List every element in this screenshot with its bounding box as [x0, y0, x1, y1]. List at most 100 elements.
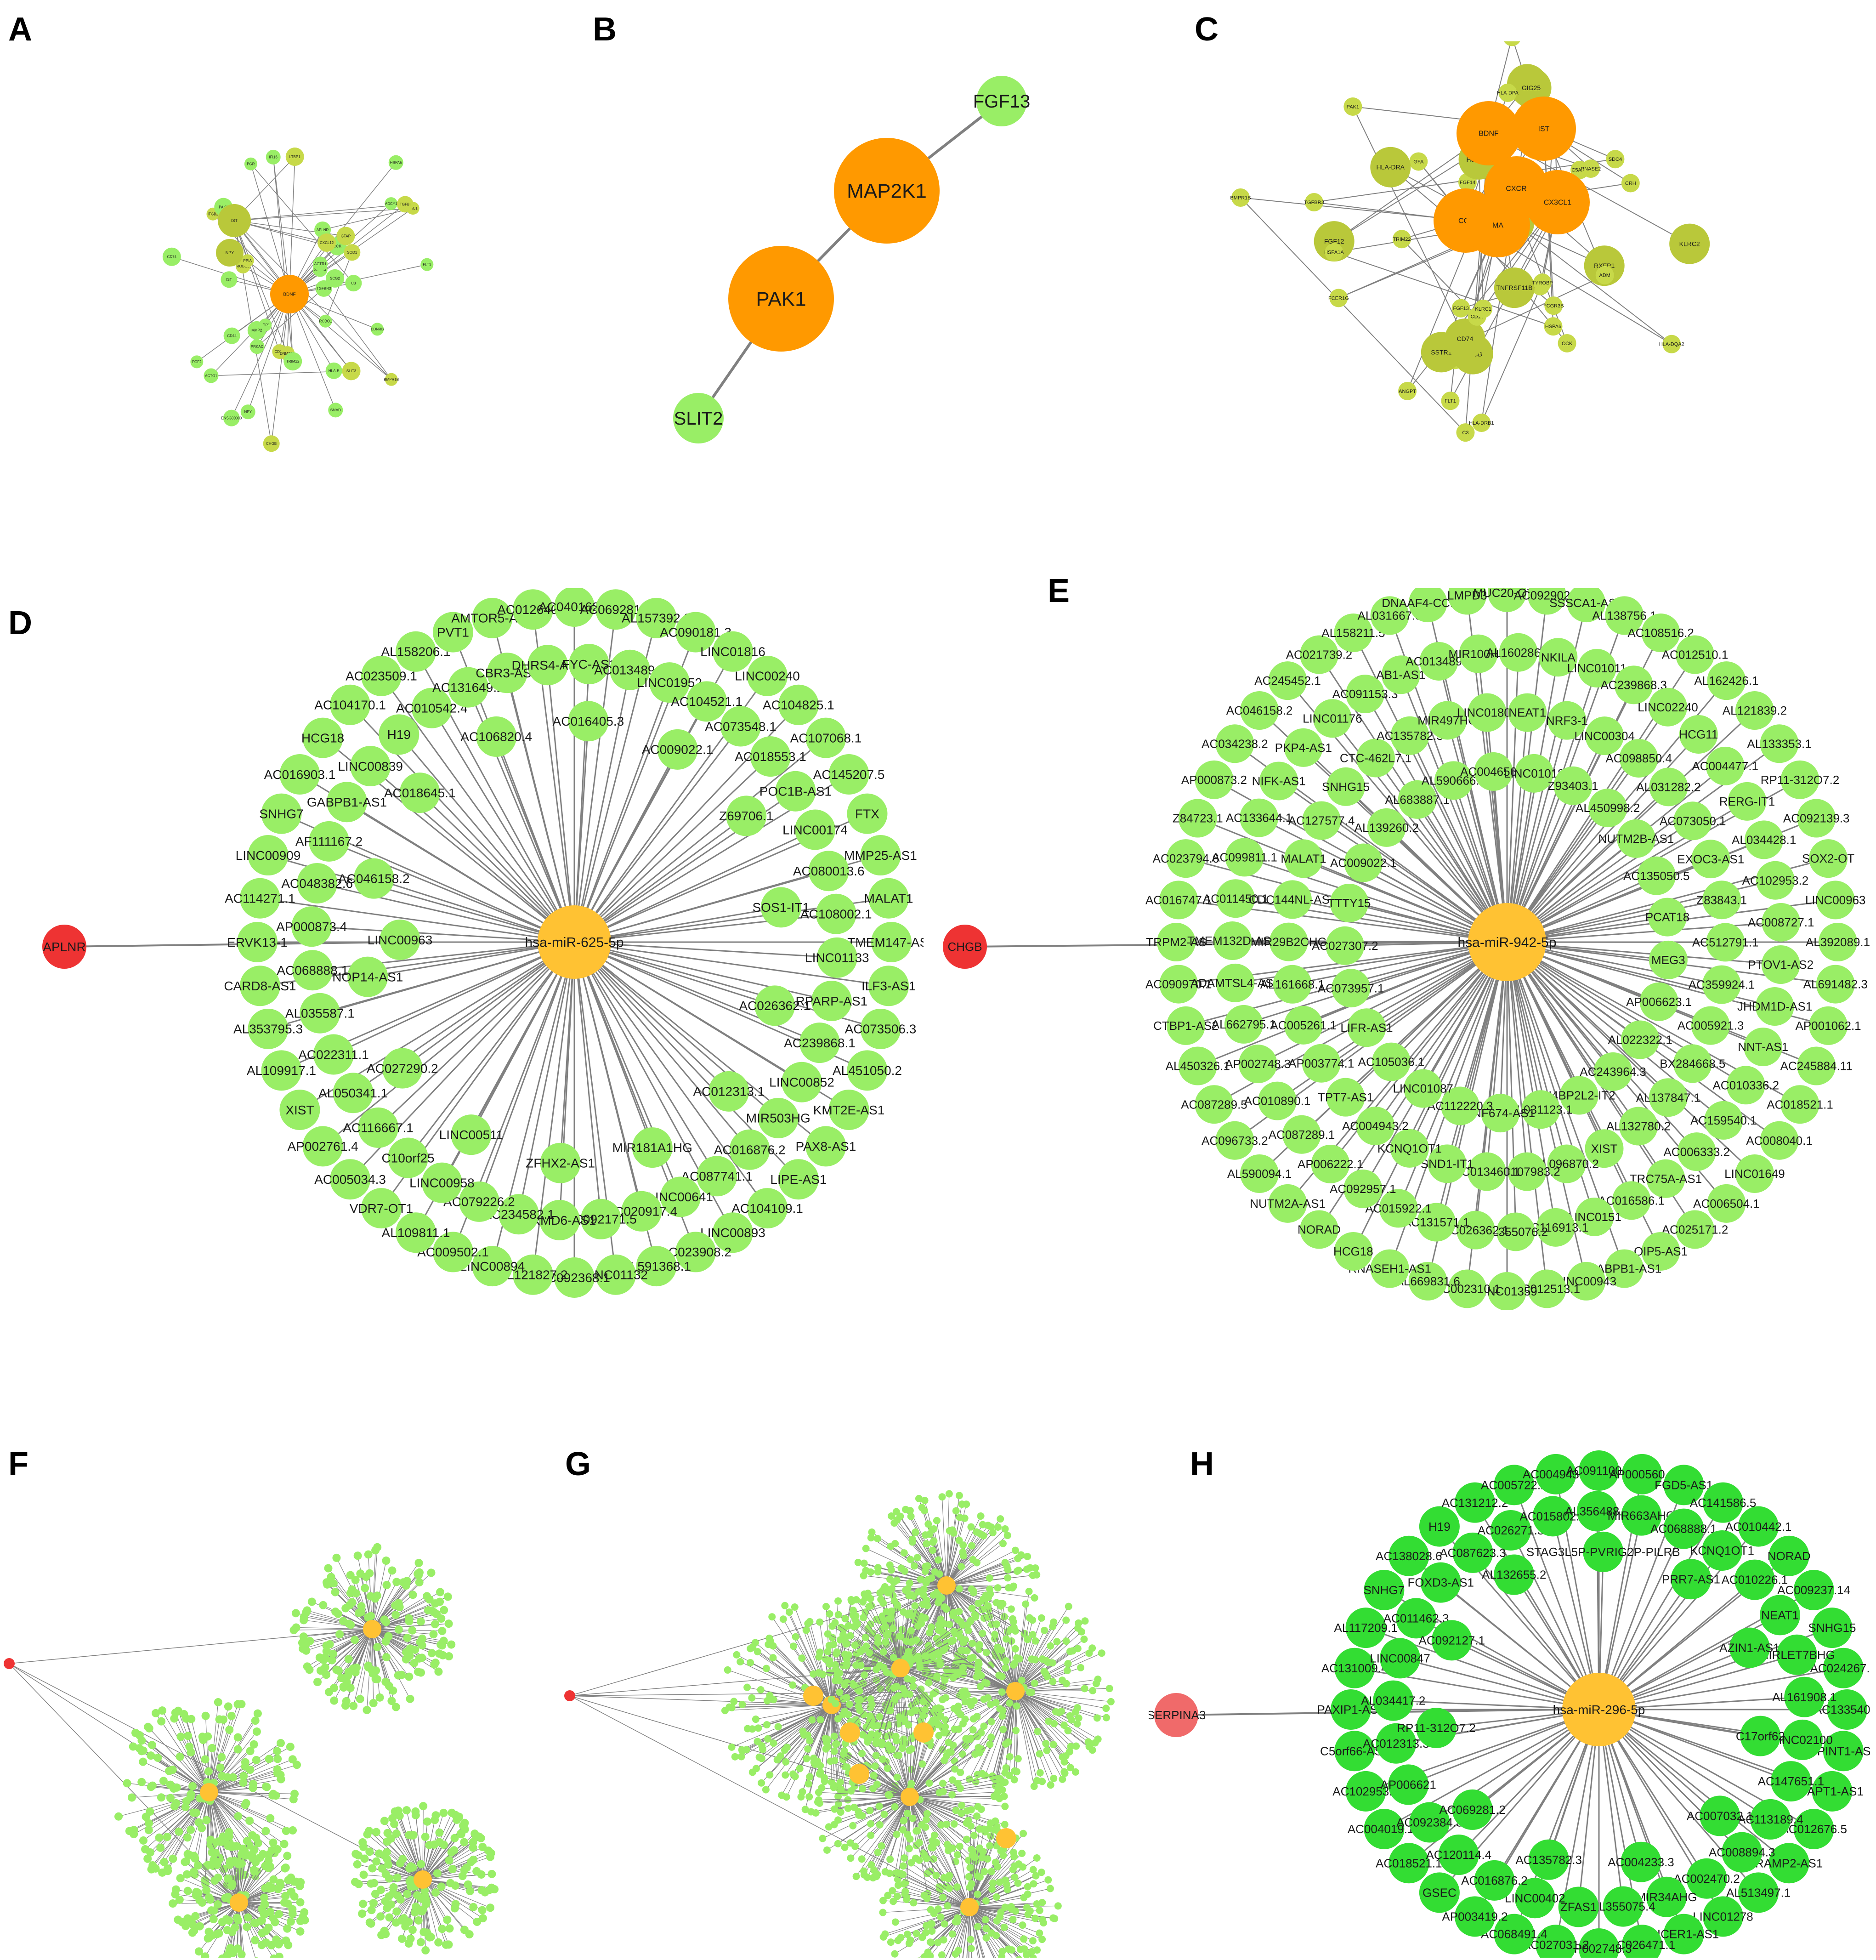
network-edge — [761, 1704, 832, 1746]
node-circle — [217, 1753, 226, 1761]
node-ctbp1-as2: CTBP1-AS2 — [1153, 1006, 1219, 1045]
node-circle — [1408, 1261, 1447, 1301]
node-circle — [803, 1755, 810, 1762]
node-unlabeled — [427, 1649, 436, 1658]
node-unlabeled — [437, 1614, 446, 1623]
node-circle — [350, 746, 391, 787]
node-unlabeled — [166, 1794, 175, 1802]
node-label: HLA-DQA2 — [1659, 342, 1684, 347]
node-angpt: ANGPT — [1398, 381, 1417, 400]
node-circle — [758, 1742, 766, 1750]
node-circle — [733, 1651, 741, 1659]
node-circle — [397, 1934, 406, 1943]
node-mir100hg: MIR100HG — [1448, 634, 1508, 673]
node-circle — [1231, 188, 1250, 207]
node-circle — [1299, 1210, 1338, 1249]
node-unlabeled — [728, 1704, 736, 1711]
panel-label-g: G — [565, 1446, 591, 1483]
node-circle — [211, 1848, 220, 1857]
node-al109917-1: AL109917.1 — [247, 1050, 316, 1091]
node-circle — [973, 1559, 981, 1567]
node-circle — [204, 1893, 213, 1902]
node-circle — [419, 1928, 428, 1937]
node-ac145207-5: AC145207.5 — [813, 754, 884, 795]
node-circle — [202, 1816, 211, 1824]
node-unlabeled — [791, 1603, 799, 1611]
node-unlabeled — [469, 1903, 478, 1911]
node-circle — [472, 1867, 481, 1875]
node-al133353-1: AL133353.1 — [1747, 724, 1812, 763]
node-circle — [1704, 1101, 1743, 1140]
node-circle — [319, 1601, 328, 1609]
node-circle — [222, 1915, 231, 1924]
node-ac114271-1: AC114271.1 — [225, 878, 295, 919]
node-unlabeled — [361, 1584, 369, 1592]
node-circle — [781, 1746, 788, 1754]
node-ac016405-3: AC016405.3 — [553, 701, 624, 742]
node-circle — [1468, 693, 1507, 732]
node-rnaseh1-as1: RNASEH1-AS1 — [1348, 1249, 1431, 1288]
node-unlabeled — [1014, 1555, 1022, 1562]
network-edge — [333, 941, 575, 1055]
node-unlabeled — [806, 1737, 814, 1745]
node-circle — [945, 1490, 953, 1498]
node-circle — [291, 906, 332, 947]
network-edge — [831, 1704, 841, 1791]
node-circle — [943, 925, 987, 969]
node-label: AC073050.1 — [1660, 814, 1726, 828]
node-circle — [1032, 1564, 1039, 1572]
node-unlabeled — [351, 1576, 360, 1585]
node-label: HCG18 — [301, 731, 344, 745]
node-unlabeled — [249, 1866, 258, 1875]
node-label: AC016876.2 — [714, 1142, 786, 1157]
node-circle — [357, 1608, 366, 1616]
node-unlabeled — [433, 1869, 442, 1878]
node-circle — [445, 1856, 453, 1865]
node-label: HCG18 — [1333, 1244, 1373, 1258]
node-ac022311-1: AC022311.1 — [298, 1034, 369, 1075]
node-unlabeled — [438, 1627, 447, 1636]
node-unlabeled — [194, 1818, 203, 1827]
node-label: CHGB — [266, 442, 277, 446]
node-unlabeled — [754, 1724, 762, 1732]
node-unlabeled — [354, 1880, 363, 1888]
node-circle — [893, 1516, 901, 1524]
node-unlabeled — [950, 1608, 958, 1616]
node-unlabeled — [222, 1915, 231, 1924]
node-ac239868-1: AC239868.1 — [784, 1023, 856, 1063]
node-circle — [1311, 1144, 1350, 1183]
node-circle — [143, 1854, 152, 1863]
node-circle — [476, 1834, 485, 1842]
node-unlabeled — [733, 1651, 741, 1659]
node-circle — [860, 835, 901, 876]
node-circle — [632, 1127, 673, 1168]
node-unlabeled — [319, 1601, 328, 1609]
network-edge — [422, 1817, 459, 1880]
node-ac010542-4: AC010542.4 — [396, 687, 468, 728]
node-circle — [785, 1608, 793, 1616]
node-circle — [266, 149, 281, 165]
node-unlabeled — [224, 1702, 232, 1711]
node-unlabeled — [228, 1947, 237, 1955]
node-label: LINC01649 — [1724, 1167, 1785, 1181]
node-unlabeled — [769, 1654, 777, 1662]
node-ac108516-2: AC108516.2 — [1627, 614, 1694, 653]
node-circle — [315, 280, 332, 297]
node-unlabeled — [216, 1763, 225, 1772]
node-al162426-1: AL162426.1 — [1694, 661, 1759, 700]
node-circle — [1677, 1132, 1716, 1171]
node-circle — [752, 1716, 759, 1723]
node-circle — [868, 966, 909, 1006]
node-unlabeled — [169, 1899, 177, 1908]
node-hsa-mir-625-5p: hsa-miR-625-5p — [525, 905, 624, 979]
node-circle — [726, 795, 767, 836]
node-ac104170-1: AC104170.1 — [314, 684, 386, 725]
node-circle — [999, 1540, 1007, 1547]
node-circle — [251, 1858, 260, 1867]
node-circle — [580, 1199, 621, 1239]
node-circle — [328, 1656, 336, 1665]
node-circle — [912, 1528, 919, 1536]
node-hla-dpa: HLA-DPA — [1497, 83, 1519, 102]
node-label: AC005034.3 — [314, 1172, 386, 1187]
node-unlabeled — [182, 1714, 191, 1723]
